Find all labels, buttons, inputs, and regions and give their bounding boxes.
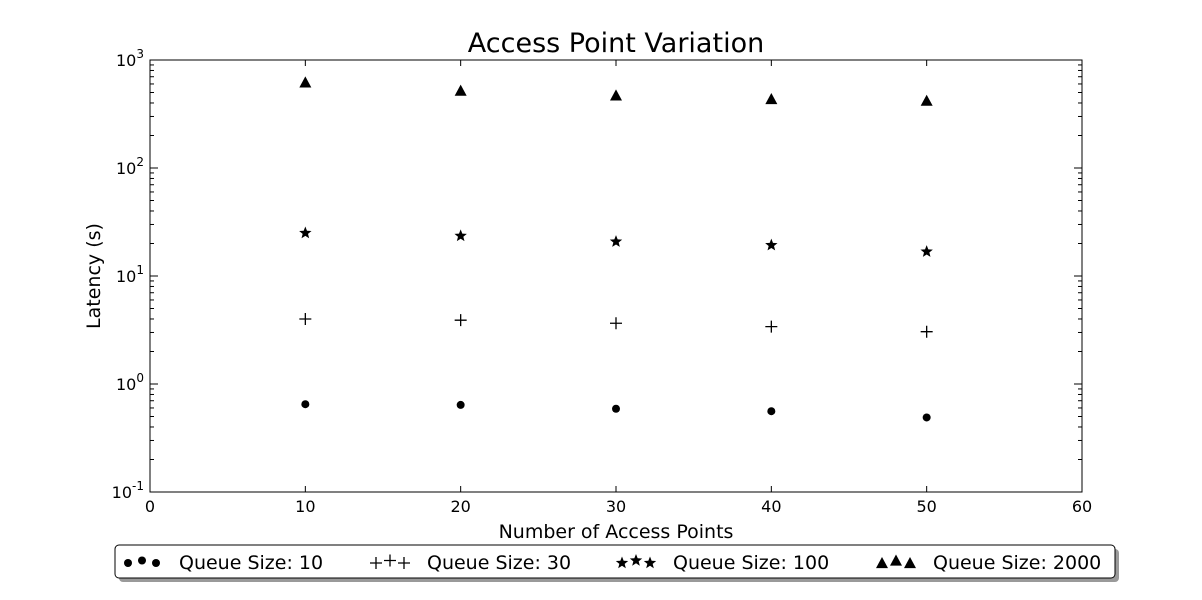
data-point-plus: [299, 312, 312, 325]
x-axis-ticks: 0 10 20 30 40 50 60: [145, 60, 1092, 516]
legend-item: Queue Size: 2000: [876, 552, 1101, 574]
legend-marker-triangle: [890, 554, 902, 566]
x-tick-label: 60: [1072, 497, 1092, 516]
legend-marker-star: [643, 556, 657, 569]
data-point-triangle: [299, 76, 312, 88]
data-points: [299, 76, 933, 422]
legend-marker-star: [629, 554, 643, 566]
legend-label: Queue Size: 30: [427, 552, 571, 574]
data-point-star: [609, 235, 623, 247]
legend-marker-circle: [124, 559, 132, 567]
y-tick-label: 100: [116, 371, 144, 394]
legend-marker-plus: [398, 557, 410, 569]
data-point-triangle: [454, 84, 467, 96]
legend: Queue Size: 10 Queue Size: 30 Queue Size: …: [114, 544, 1119, 582]
data-point-circle: [767, 407, 776, 416]
plot-area: [149, 59, 1083, 493]
x-tick-label: 50: [916, 497, 936, 516]
data-point-star: [454, 229, 467, 242]
legend-item: Queue Size: 30: [370, 552, 571, 574]
data-point-star: [299, 226, 312, 239]
y-axis-ticks: 10-1 100 101 102 103: [112, 47, 1082, 502]
y-tick-label: 103: [116, 47, 144, 70]
data-point-star: [920, 245, 933, 257]
data-point-circle: [922, 413, 931, 422]
legend-marker-plus: [370, 557, 382, 569]
data-point-star: [765, 238, 778, 251]
data-point-plus: [920, 325, 933, 338]
data-point-plus: [610, 317, 622, 330]
legend-marker-plus: [384, 554, 396, 567]
legend-marker-star: [615, 556, 629, 569]
x-tick-label: 30: [606, 497, 626, 516]
x-tick-label: 40: [761, 497, 781, 516]
legend-marker-triangle: [876, 557, 888, 569]
data-point-triangle: [920, 94, 933, 106]
x-tick-label: 10: [295, 497, 315, 516]
data-point-circle: [456, 400, 465, 409]
legend-marker-triangle: [904, 557, 916, 569]
legend-label: Queue Size: 100: [673, 552, 829, 574]
data-point-circle: [612, 404, 620, 413]
legend-label: Queue Size: 10: [179, 552, 323, 574]
legend-marker-circle: [138, 556, 146, 565]
y-tick-label: 101: [116, 263, 144, 286]
legend-label: Queue Size: 2000: [933, 552, 1101, 574]
data-point-plus: [765, 320, 778, 333]
data-point-triangle: [765, 93, 778, 105]
chart-title: Access Point Variation: [468, 28, 764, 59]
data-point-circle: [301, 400, 310, 409]
legend-box: [114, 544, 1116, 579]
x-tick-label: 0: [145, 497, 155, 516]
legend-item: Queue Size: 10: [124, 552, 323, 574]
y-tick-label: 102: [116, 155, 144, 178]
legend-marker-circle: [152, 559, 160, 567]
x-axis-label: Number of Access Points: [499, 521, 734, 543]
y-axis-label: Latency (s): [83, 223, 105, 329]
x-tick-label: 20: [450, 497, 470, 516]
y-tick-label: 10-1: [112, 479, 144, 502]
legend-item: Queue Size: 100: [615, 552, 829, 574]
data-point-plus: [454, 314, 467, 327]
data-point-triangle: [610, 89, 622, 101]
